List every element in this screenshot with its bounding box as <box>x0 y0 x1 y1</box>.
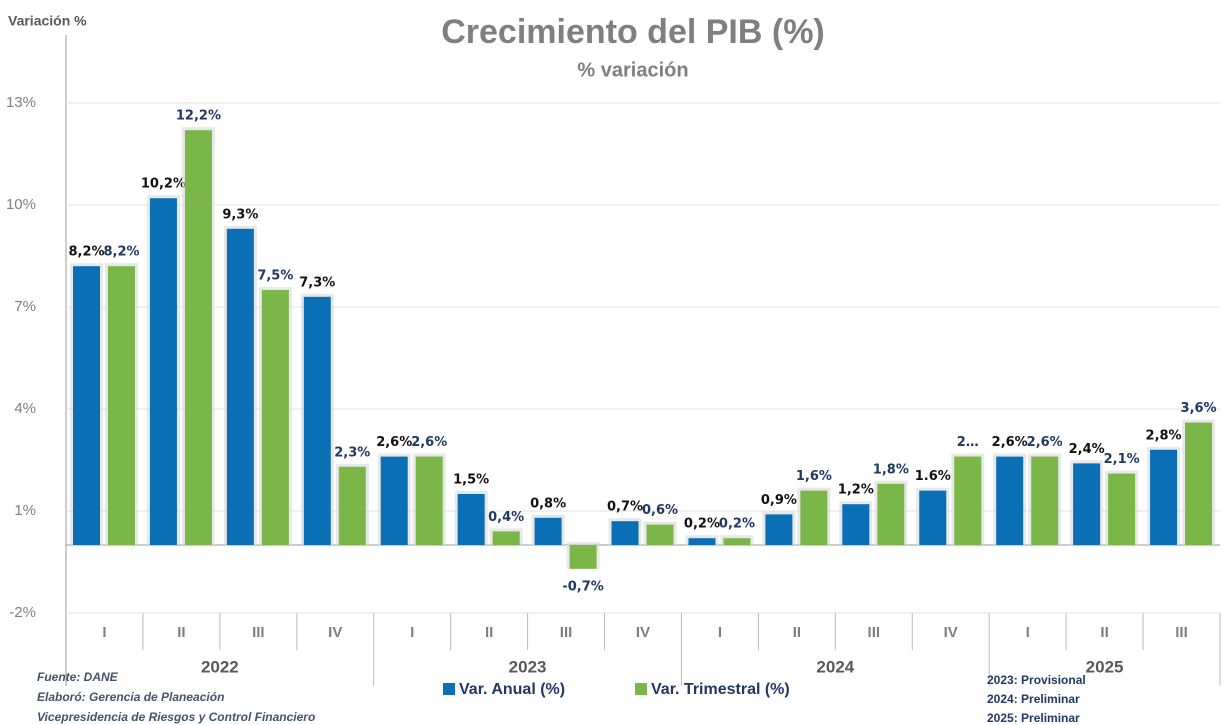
data-label: 2,6% <box>992 435 1028 450</box>
bar <box>1108 473 1136 545</box>
bar <box>534 517 562 545</box>
bar <box>569 545 597 569</box>
bar <box>108 266 135 545</box>
group-label: 2024 <box>816 657 854 676</box>
chart-title: Crecimiento del PIB (%) <box>441 13 825 51</box>
bar <box>842 504 870 545</box>
x-tick-label: I <box>410 624 414 641</box>
bar <box>261 290 289 545</box>
x-tick-label: I <box>718 624 722 641</box>
bar <box>1185 422 1213 545</box>
data-label: 2… <box>957 435 979 450</box>
data-label: 0,4% <box>488 510 524 525</box>
bar <box>919 490 947 545</box>
bar <box>226 228 254 546</box>
data-label: 1,5% <box>453 473 489 488</box>
data-label: 0,2% <box>684 517 720 532</box>
bar <box>723 538 751 545</box>
data-label: 0,6% <box>642 503 678 518</box>
bar <box>877 483 905 545</box>
bar <box>1073 463 1101 545</box>
y-tick-label: 10% <box>6 196 36 213</box>
bar <box>800 490 828 545</box>
status-note: 2024: Preliminar <box>987 692 1080 706</box>
legend-swatch <box>635 683 647 695</box>
data-label: 0,2% <box>719 517 755 532</box>
bar <box>688 538 716 545</box>
x-tick-label: II <box>793 624 801 641</box>
y-tick-label: 13% <box>6 94 36 111</box>
data-label: 0,8% <box>530 496 566 511</box>
x-tick-label: III <box>1175 624 1188 641</box>
legend-label: Var. Trimestral (%) <box>651 681 790 698</box>
source-note: Elaboró: Gerencia de Planeación <box>37 690 224 704</box>
source-note: Vicepresidencia de Riesgos y Control Fin… <box>37 710 315 724</box>
data-label: 9,3% <box>222 207 258 222</box>
data-label: 0,9% <box>761 493 797 508</box>
bar <box>149 198 177 545</box>
x-tick-label: I <box>102 624 106 641</box>
data-label: 1.6% <box>915 469 951 484</box>
data-label: 1,2% <box>838 483 874 498</box>
bar <box>765 514 793 545</box>
data-label: 7,5% <box>257 269 293 284</box>
group-label: 2025 <box>1086 657 1124 676</box>
data-label: 7,3% <box>299 275 335 290</box>
bar <box>1150 449 1178 545</box>
status-note: 2025: Preliminar <box>987 711 1080 725</box>
x-tick-label: III <box>868 624 881 641</box>
data-label: 1,8% <box>873 462 909 477</box>
y-tick-label: 1% <box>14 502 36 519</box>
group-label: 2023 <box>509 657 547 676</box>
bar <box>954 456 982 545</box>
data-label: 10,2% <box>141 177 186 192</box>
data-label: 8,2% <box>103 245 139 260</box>
x-tick-label: I <box>1026 624 1030 641</box>
bar <box>1031 456 1059 545</box>
data-label: 2,4% <box>1069 442 1105 457</box>
bar <box>996 456 1024 545</box>
data-label: 2,1% <box>1104 452 1140 467</box>
data-label: 2,6% <box>376 435 412 450</box>
bar <box>303 296 331 545</box>
bar <box>415 456 443 545</box>
bar <box>380 456 408 545</box>
data-label: 12,2% <box>176 109 221 124</box>
data-label: 2,6% <box>1027 435 1063 450</box>
y-tick-label: -2% <box>9 604 36 621</box>
bar <box>457 494 485 545</box>
data-label: 2,3% <box>334 445 370 460</box>
status-note: 2023: Provisional <box>987 673 1086 687</box>
bar <box>73 266 100 545</box>
y-tick-label: 7% <box>14 298 36 315</box>
x-tick-label: IV <box>328 624 342 641</box>
data-label: 0,7% <box>607 500 643 515</box>
source-note: Fuente: DANE <box>37 670 119 684</box>
x-tick-label: II <box>177 624 185 641</box>
data-label: 3,6% <box>1181 401 1217 416</box>
y-axis-label: Variación % <box>8 13 87 29</box>
chart-subtitle: % variación <box>577 59 688 81</box>
data-label: -0,7% <box>562 579 603 594</box>
x-tick-label: III <box>252 624 265 641</box>
bar <box>492 531 520 545</box>
y-tick-label: 4% <box>14 400 36 417</box>
data-label: 8,2% <box>68 245 104 260</box>
bar <box>184 130 212 545</box>
legend-swatch <box>443 683 455 695</box>
bar <box>611 521 639 545</box>
x-tick-label: IV <box>636 624 650 641</box>
x-tick-label: II <box>485 624 493 641</box>
bar <box>338 466 366 545</box>
data-label: 2,8% <box>1146 428 1182 443</box>
legend-label: Var. Anual (%) <box>459 681 565 698</box>
x-tick-label: IV <box>944 624 958 641</box>
x-tick-label: II <box>1100 624 1108 641</box>
data-label: 1,6% <box>796 469 832 484</box>
bar <box>646 524 674 545</box>
x-tick-label: III <box>560 624 573 641</box>
group-label: 2022 <box>201 657 239 676</box>
data-label: 2,6% <box>411 435 447 450</box>
